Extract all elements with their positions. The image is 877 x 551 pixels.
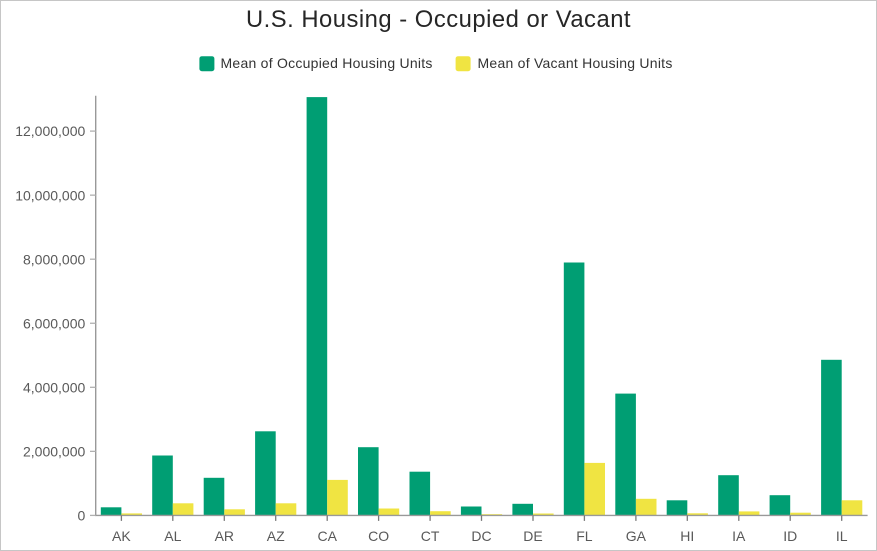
svg-text:IL: IL bbox=[836, 528, 848, 544]
svg-text:10,000,000: 10,000,000 bbox=[15, 187, 85, 203]
svg-text:CA: CA bbox=[317, 528, 337, 544]
svg-text:AR: AR bbox=[215, 528, 234, 544]
svg-text:AZ: AZ bbox=[267, 528, 285, 544]
svg-text:12,000,000: 12,000,000 bbox=[15, 123, 85, 139]
svg-text:DE: DE bbox=[523, 528, 542, 544]
svg-text:8,000,000: 8,000,000 bbox=[23, 251, 85, 267]
svg-text:4,000,000: 4,000,000 bbox=[23, 379, 85, 395]
svg-text:CT: CT bbox=[421, 528, 440, 544]
svg-text:GA: GA bbox=[626, 528, 647, 544]
svg-text:0: 0 bbox=[78, 508, 86, 524]
svg-text:U.S. Housing - Occupied or Vac: U.S. Housing - Occupied or Vacant bbox=[246, 6, 631, 33]
svg-text:DC: DC bbox=[471, 528, 491, 544]
svg-text:6,000,000: 6,000,000 bbox=[23, 315, 85, 331]
svg-text:HI: HI bbox=[680, 528, 694, 544]
svg-text:IA: IA bbox=[732, 528, 746, 544]
svg-text:Mean of Vacant Housing Units: Mean of Vacant Housing Units bbox=[478, 55, 673, 71]
svg-text:AK: AK bbox=[112, 528, 131, 544]
svg-text:Mean of Occupied Housing Units: Mean of Occupied Housing Units bbox=[221, 55, 433, 71]
svg-text:CO: CO bbox=[368, 528, 389, 544]
svg-text:2,000,000: 2,000,000 bbox=[23, 443, 85, 459]
svg-text:ID: ID bbox=[783, 528, 797, 544]
svg-text:AL: AL bbox=[164, 528, 181, 544]
svg-text:FL: FL bbox=[576, 528, 593, 544]
